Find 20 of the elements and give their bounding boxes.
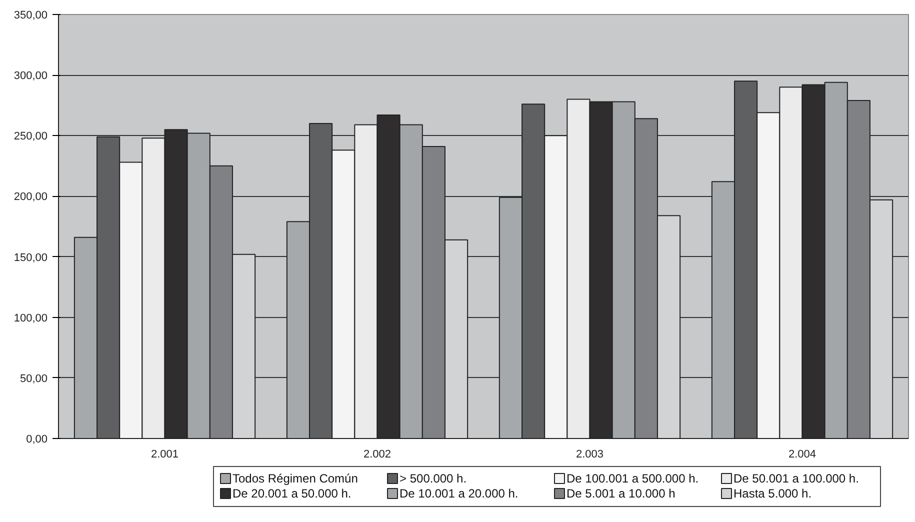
legend-label: Todos Régimen Común — [232, 472, 358, 486]
legend-label: De 50.001 a 100.000 h. — [734, 472, 859, 486]
legend-label: Hasta 5.000 h. — [734, 486, 812, 500]
x-tick-label: 2.003 — [576, 448, 604, 460]
y-tick-label: 200,00 — [14, 191, 48, 204]
legend-label: De 20.001 a 50.000 h. — [232, 486, 352, 500]
legend-label: > 500.000 h. — [400, 472, 467, 486]
y-tick-label: 0,00 — [26, 434, 48, 446]
y-tick-label: 100,00 — [14, 312, 48, 324]
legend-label: De 100.001 a 500.000 h. — [566, 472, 699, 486]
legend-label: De 5.001 a 10.000 h — [566, 486, 676, 500]
y-tick-label: 300,00 — [14, 70, 48, 82]
x-tick-label: 2.004 — [788, 448, 816, 460]
y-tick-label: 150,00 — [14, 252, 48, 264]
y-tick-label: 350,00 — [14, 10, 48, 22]
y-tick-label: 250,00 — [14, 130, 48, 143]
x-tick-label: 2.002 — [363, 448, 392, 460]
legend-label: De 10.001 a 20.000 h. — [400, 486, 518, 500]
x-tick-label: 2.001 — [150, 448, 179, 460]
y-tick-label: 50,00 — [20, 372, 48, 385]
